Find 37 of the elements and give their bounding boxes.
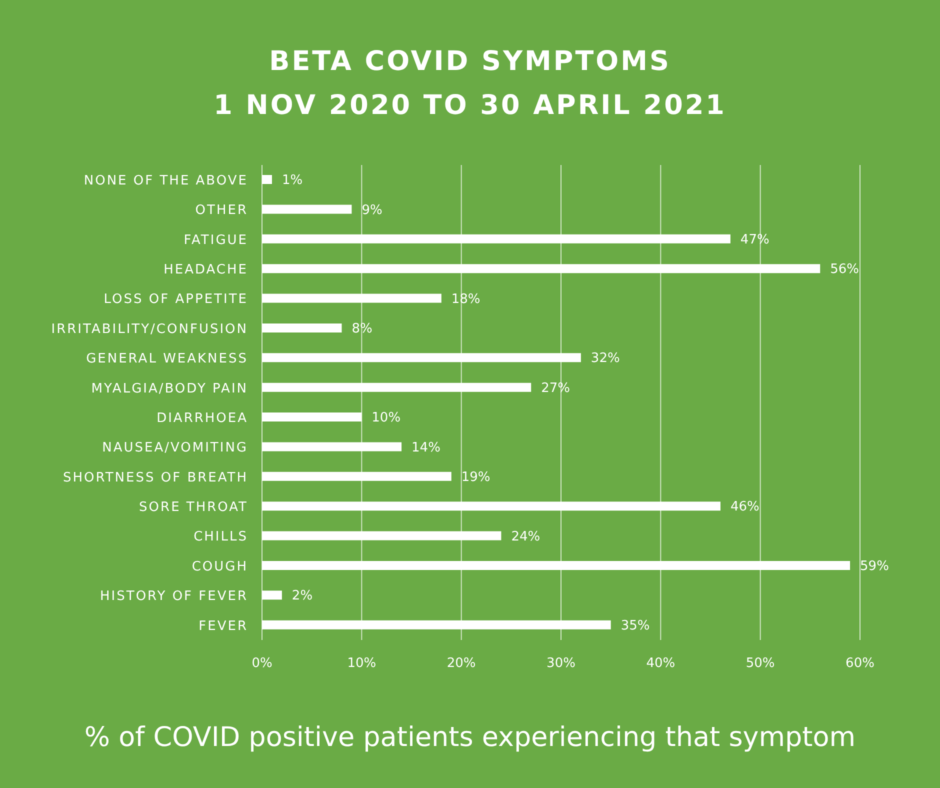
y-tick-label: NAUSEA/VOMITING bbox=[102, 440, 248, 456]
data-label: 10% bbox=[372, 410, 401, 426]
x-tick-label: 20% bbox=[446, 656, 476, 672]
x-axis-title: % of COVID positive patients experiencing that symptom bbox=[83, 722, 857, 753]
data-label: 56% bbox=[830, 262, 860, 278]
y-tick-label: COUGH bbox=[192, 559, 248, 574]
data-label: 46% bbox=[730, 500, 760, 515]
y-tick-label: CHILLS bbox=[194, 530, 248, 545]
chart-title: BETA COVID SYMPTOMS 1 NOV 2020 TO 30 APRIL 2021 bbox=[212, 45, 728, 123]
data-label: 24% bbox=[511, 529, 540, 544]
y-tick-label: FEVER bbox=[198, 618, 248, 634]
y-tick-label: IRRITABILITY/CONFUSION bbox=[51, 322, 248, 337]
data-label: 19% bbox=[461, 470, 490, 485]
y-tick-label: HISTORY OF FEVER bbox=[100, 589, 248, 604]
y-tick-label: GENERAL WEAKNESS bbox=[86, 352, 248, 367]
y-tick-label: OTHER bbox=[195, 203, 248, 218]
y-tick-label: SORE THROAT bbox=[139, 500, 248, 516]
y-tick-label: LOSS OF APPETITE bbox=[104, 292, 248, 308]
y-tick-label: NONE OF THE ABOVE bbox=[84, 173, 248, 188]
y-tick-label: SHORTNESS OF BREATH bbox=[63, 470, 248, 486]
data-label: 2% bbox=[292, 588, 313, 604]
x-tick-label: 50% bbox=[746, 656, 775, 672]
y-tick-label: FATIGUE bbox=[184, 232, 248, 248]
y-tick-label: MYALGIA/BODY PAIN bbox=[91, 381, 248, 396]
x-tick-label: 10% bbox=[347, 656, 376, 672]
data-label: 35% bbox=[620, 618, 650, 634]
y-tick-label: DIARRHOEA bbox=[156, 410, 248, 426]
data-label: 1% bbox=[282, 173, 303, 188]
x-tick-label: 0% bbox=[252, 656, 272, 672]
data-label: 59% bbox=[860, 559, 889, 574]
x-tick-label: 40% bbox=[646, 656, 676, 672]
y-tick-label: HEADACHE bbox=[164, 262, 248, 278]
x-tick-label: 30% bbox=[546, 656, 576, 672]
data-label: 14% bbox=[412, 440, 440, 456]
data-label: 32% bbox=[590, 351, 620, 366]
x-tick-label: 60% bbox=[846, 656, 874, 672]
data-label: 9% bbox=[362, 202, 382, 218]
